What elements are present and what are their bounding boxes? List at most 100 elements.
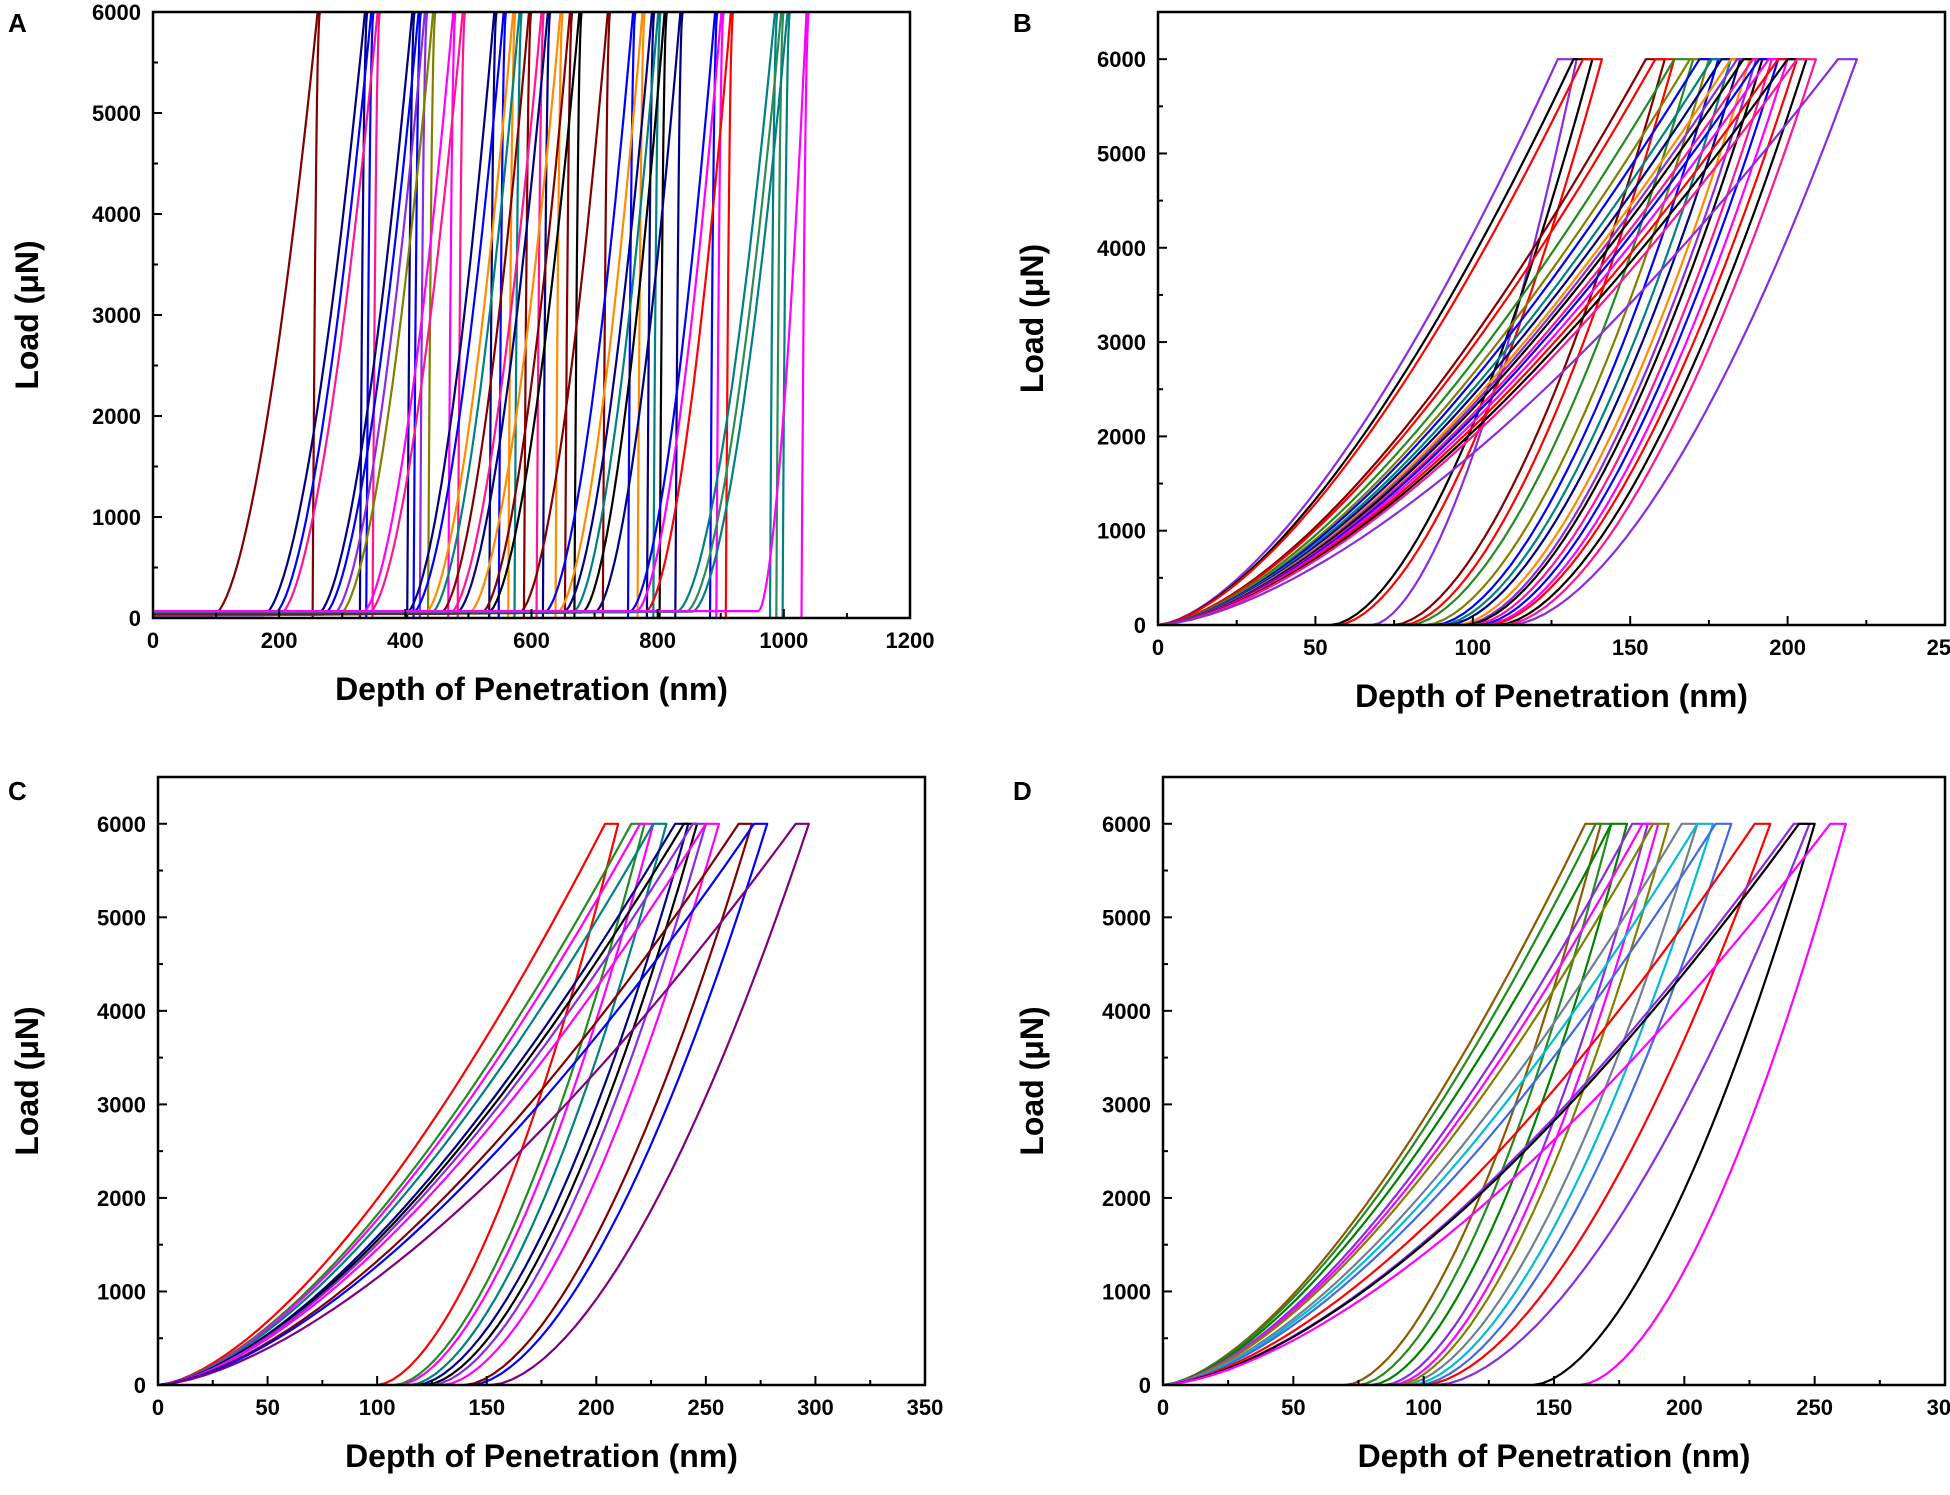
y-tick-label: 1000 [92,505,141,530]
series-curve-b16 [1158,58,1789,625]
series-curve-c5 [158,822,690,1385]
x-tick-label: 250 [1927,635,1950,660]
series-curve-a26 [153,12,669,618]
plot-frame [1161,775,1947,1387]
y-tick-label: 2000 [92,404,141,429]
y-tick-label: 4000 [97,999,146,1024]
x-tick-label: 150 [1612,635,1649,660]
series-curve-a7 [153,12,429,618]
series-curve-b7 [1158,58,1710,625]
series-curve-d5 [1163,822,1660,1385]
series-curve-c3 [158,822,655,1385]
y-tick-label: 5000 [1102,905,1151,930]
series-curve-b11 [1158,58,1751,625]
x-tick-label: 200 [1769,635,1806,660]
y-tick-label: 6000 [1097,47,1146,72]
series-curve-a30 [153,12,735,618]
x-tick-label: 100 [359,1395,396,1420]
y-tick-label: 4000 [92,202,141,227]
series-curve-d1 [1163,822,1602,1385]
series-curve-b1 [1158,58,1578,625]
series-group [158,822,810,1385]
x-axis-title: Depth of Penetration (nm) [1358,1438,1751,1474]
series-curve-b15 [1158,58,1780,625]
x-tick-label: 50 [1303,635,1327,660]
x-tick-label: 150 [468,1395,505,1420]
series-curve-a19 [153,12,574,618]
panel-a: A 0 200 400 600 800 1000 1200 0 1000 2000 3000 4000 5… [8,0,934,707]
y-tick-label: 0 [1139,1373,1151,1398]
series-curve-c8 [158,822,721,1385]
plot-frame [151,10,912,620]
x-tick-label: 50 [255,1395,279,1420]
series-curve-c7 [158,822,707,1385]
x-tick-label: 600 [513,628,550,653]
y-tick-label: 6000 [97,812,146,837]
x-tick-label: 0 [1152,635,1164,660]
panel-letter: A [8,8,27,38]
series-curve-d7 [1163,822,1699,1385]
y-tick-label: 2000 [97,1186,146,1211]
x-tick-label: 800 [639,628,676,653]
series-curve-d12 [1163,822,1816,1385]
series-curve-b12 [1158,58,1758,625]
series-curve-d10 [1163,822,1772,1385]
y-axis-title: Load (μN) [9,1006,45,1155]
y-tick-label: 0 [134,1373,146,1398]
panel-c: C 0 50 100 150 200 250 300 350 0 1000 2000 3000 4000 5… [8,775,944,1474]
x-tick-label: 1000 [759,628,808,653]
y-axis-title: Load (μN) [9,240,45,389]
x-axis-title: Depth of Penetration (nm) [335,671,728,707]
series-curve-a29 [153,12,725,618]
x-tick-label: 0 [152,1395,164,1420]
y-tick-label: 0 [1134,613,1146,638]
series-curve-b10 [1158,58,1742,625]
y-tick-label: 4000 [1102,999,1151,1024]
series-curve-c6 [158,822,699,1385]
series-curve-a12 [153,12,508,618]
panel-d: D050100150200250300010002000300040005000… [1013,775,1950,1474]
x-tick-label: 0 [147,628,159,653]
x-tick-label: 200 [578,1395,615,1420]
series-curve-b13 [1158,58,1764,625]
y-tick-label: 4000 [1097,236,1146,261]
x-tick-label: 200 [1666,1395,1703,1420]
y-tick-label: 5000 [1097,141,1146,166]
series-curve-a34 [153,12,811,618]
series-curve-a14 [153,12,524,618]
plot-frame [156,775,927,1387]
series-curve-b5 [1158,58,1676,625]
panel-letter: B [1013,8,1032,38]
y-tick-label: 5000 [97,905,146,930]
series-curve-b17 [1158,58,1799,625]
series-curve-c2 [158,822,646,1385]
series-curve-a2 [153,12,369,618]
series-curve-b9 [1158,58,1732,625]
series-curve-d6 [1163,822,1670,1385]
y-tick-label: 3000 [1102,1092,1151,1117]
y-tick-label: 6000 [92,0,141,25]
series-curve-d13 [1163,822,1847,1385]
series-curve-b3 [1158,58,1603,625]
y-axis-title: Load (μN) [1014,244,1050,393]
series-curve-a27 [153,12,684,618]
y-tick-label: 1000 [1102,1279,1151,1304]
x-tick-label: 400 [387,628,424,653]
y-tick-label: 0 [129,606,141,631]
x-tick-label: 1200 [886,628,935,653]
series-curve-a1 [153,12,322,618]
panel-letter: D [1013,776,1032,806]
series-curve-a22 [153,12,637,618]
x-tick-label: 300 [797,1395,834,1420]
series-curve-b20 [1158,58,1858,625]
x-tick-label: 250 [1796,1395,1833,1420]
y-tick-label: 3000 [1097,330,1146,355]
series-curve-b19 [1158,58,1817,625]
y-tick-label: 6000 [1102,812,1151,837]
series-curve-a9 [153,12,457,618]
x-tick-label: 350 [907,1395,944,1420]
x-tick-label: 0 [1157,1395,1169,1420]
series-curve-d8 [1163,822,1715,1385]
series-curve-a17 [153,12,552,618]
series-curve-a23 [153,12,647,618]
